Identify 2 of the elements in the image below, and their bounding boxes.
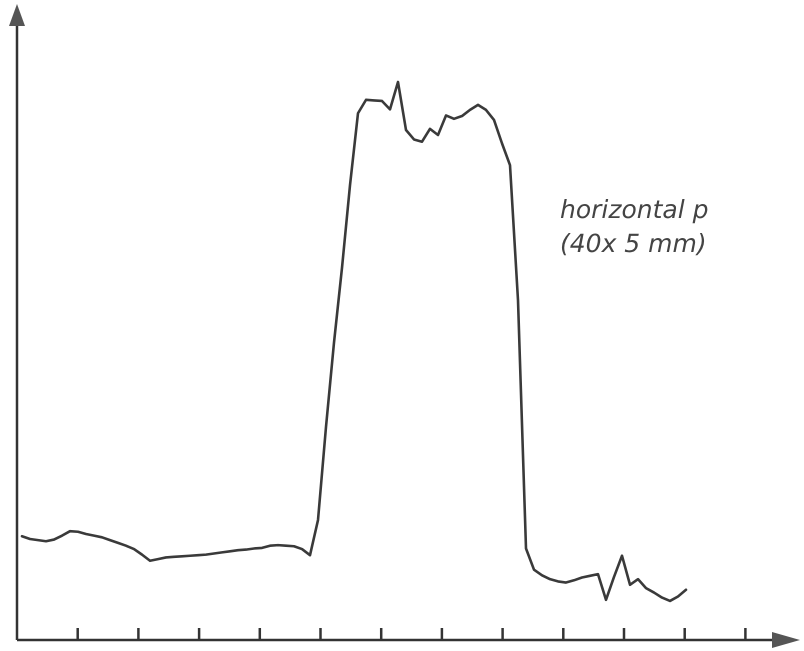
annotation: horizontal p [560, 195, 709, 224]
annotation: (40x 5 mm) [560, 229, 707, 258]
